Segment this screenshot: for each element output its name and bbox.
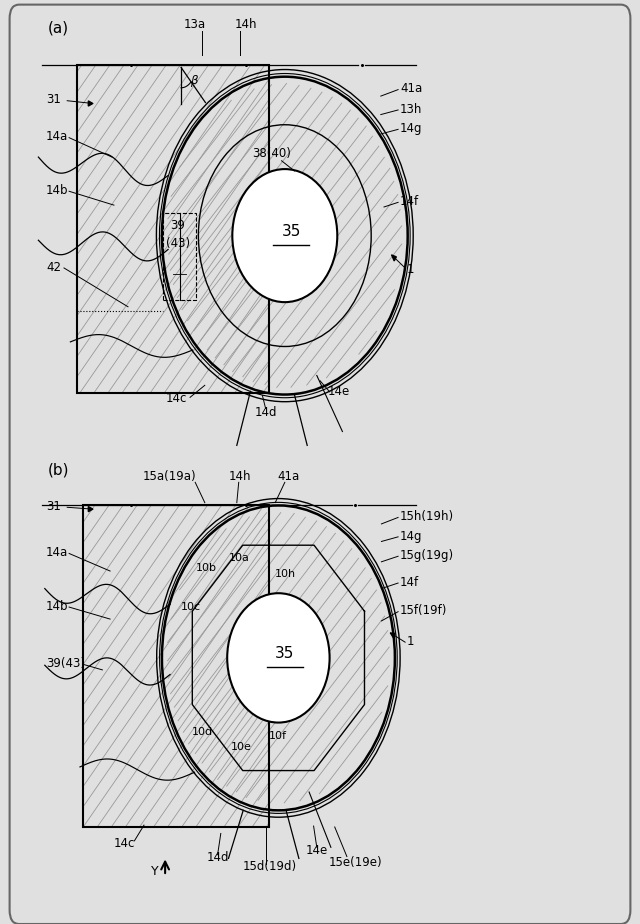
Text: 31: 31 xyxy=(46,500,61,513)
Polygon shape xyxy=(390,633,396,638)
Text: 13h: 13h xyxy=(400,103,422,116)
Text: 35: 35 xyxy=(275,646,294,661)
Polygon shape xyxy=(392,255,396,261)
Text: 14a: 14a xyxy=(46,546,68,559)
Text: $\beta$: $\beta$ xyxy=(190,73,199,89)
Text: 10h: 10h xyxy=(275,568,296,578)
Text: 10d: 10d xyxy=(192,726,213,736)
Text: 1: 1 xyxy=(406,635,414,648)
Text: 10g: 10g xyxy=(291,687,312,697)
Text: 14d: 14d xyxy=(206,851,229,864)
Text: 15d(19d): 15d(19d) xyxy=(243,860,297,873)
Bar xyxy=(163,213,196,300)
Bar xyxy=(77,65,269,393)
Text: 35: 35 xyxy=(282,224,301,238)
Ellipse shape xyxy=(232,169,337,302)
Text: 10c: 10c xyxy=(180,602,200,612)
Text: 14e: 14e xyxy=(306,844,328,857)
Text: 14g: 14g xyxy=(400,122,422,135)
Text: 14e: 14e xyxy=(328,385,350,398)
Bar xyxy=(83,505,269,827)
Text: 14b: 14b xyxy=(46,184,68,197)
Text: Y: Y xyxy=(151,865,159,878)
Text: 39(43): 39(43) xyxy=(46,657,85,670)
Text: 41a: 41a xyxy=(400,82,422,95)
Text: 10f: 10f xyxy=(269,731,287,741)
Text: 1: 1 xyxy=(406,262,414,275)
Text: 15f(19f): 15f(19f) xyxy=(400,604,447,617)
Text: 38(40): 38(40) xyxy=(253,147,291,160)
Text: 14f: 14f xyxy=(400,195,419,208)
Ellipse shape xyxy=(227,593,330,723)
Text: 14f: 14f xyxy=(400,576,419,589)
Text: (b): (b) xyxy=(48,462,70,477)
Text: 10b: 10b xyxy=(196,563,217,573)
Text: 14c: 14c xyxy=(114,837,136,850)
Text: (a): (a) xyxy=(48,20,69,35)
Text: 15h(19h): 15h(19h) xyxy=(400,510,454,523)
Text: 10e: 10e xyxy=(230,742,252,752)
Polygon shape xyxy=(88,101,93,106)
Text: 15a(19a): 15a(19a) xyxy=(143,469,196,482)
Text: 10a: 10a xyxy=(229,553,250,563)
Text: 14g: 14g xyxy=(400,529,422,542)
Text: 14d: 14d xyxy=(254,406,277,419)
Text: 14c: 14c xyxy=(165,392,187,405)
Text: 31: 31 xyxy=(46,93,61,106)
Text: 14h: 14h xyxy=(228,469,252,482)
Text: 15e(19e): 15e(19e) xyxy=(328,856,382,869)
Text: 15g(19g): 15g(19g) xyxy=(400,549,454,562)
Text: 14b: 14b xyxy=(46,600,68,613)
Polygon shape xyxy=(88,506,93,512)
Text: (43): (43) xyxy=(166,237,190,249)
Text: 14h: 14h xyxy=(235,18,258,30)
Text: 14a: 14a xyxy=(46,130,68,143)
Text: 41a: 41a xyxy=(277,469,299,482)
Text: 13a: 13a xyxy=(184,18,206,30)
Text: 39: 39 xyxy=(170,219,186,232)
FancyBboxPatch shape xyxy=(10,5,630,924)
Text: 42: 42 xyxy=(46,261,61,274)
